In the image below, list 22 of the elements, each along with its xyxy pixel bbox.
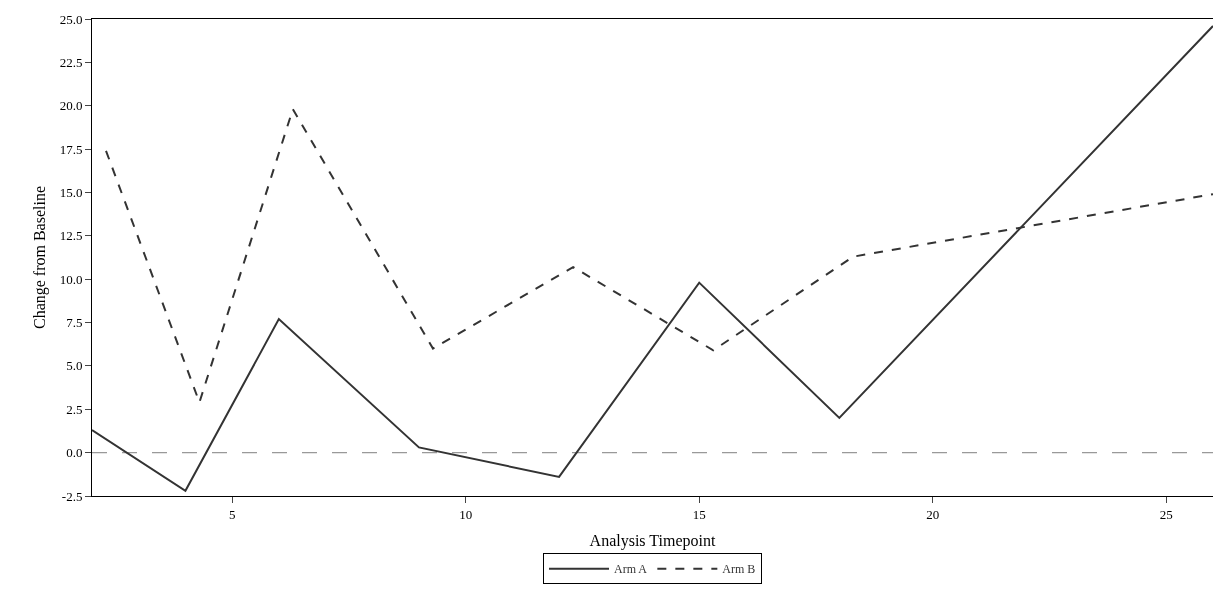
x-tick-label: 15 <box>692 506 706 522</box>
x-tick-label: 10 <box>459 506 473 522</box>
y-tick-label: 20.0 <box>59 98 83 114</box>
y-tick-label: 25.0 <box>59 11 83 27</box>
y-tick-label: 2.5 <box>66 401 83 417</box>
x-tick-label: 25 <box>1159 506 1173 522</box>
y-tick-label: 22.5 <box>59 54 83 70</box>
line-series <box>92 24 1213 492</box>
x-tick-label: 20 <box>926 506 940 522</box>
y-tick-label: 0.0 <box>66 445 83 461</box>
y-tick-label: 15.0 <box>59 185 83 200</box>
y-tick-label: 10.0 <box>59 271 83 287</box>
y-tick-label: 17.5 <box>59 141 83 157</box>
y-tick-label: 5.0 <box>66 358 83 374</box>
y-tick-label: 7.5 <box>66 315 83 331</box>
y-tick-label: 12.5 <box>59 228 83 244</box>
legend-label: Arm A <box>614 562 648 577</box>
x-tick-label: 5 <box>228 506 236 522</box>
x-axis-title: Analysis Timepoint <box>589 532 716 551</box>
y-axis-title: Change from Baseline <box>30 185 49 330</box>
y-tick-label: -2.5 <box>61 488 83 504</box>
legend-label: Arm B <box>722 562 756 577</box>
